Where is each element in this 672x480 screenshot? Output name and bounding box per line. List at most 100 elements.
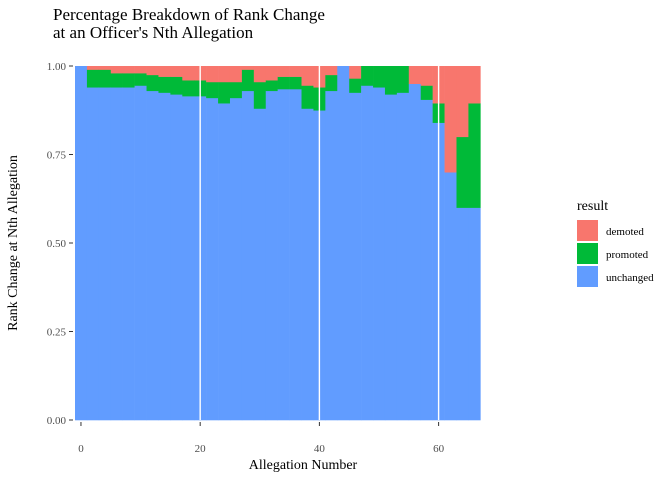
bar-unchanged-29 (420, 99, 433, 421)
bar-unchanged-2 (98, 87, 112, 421)
bar-promoted-29 (420, 85, 433, 100)
legend-title: result (577, 199, 608, 214)
y-tick-label-1: 0.25 (47, 327, 67, 339)
bar-promoted-15 (253, 81, 267, 109)
bar-promoted-11 (206, 81, 219, 99)
x-axis: 0 20 40 60 (78, 422, 445, 455)
bar-unchanged-15 (253, 108, 267, 421)
bar-unchanged-7 (158, 92, 171, 421)
x-tick-label-20: 20 (195, 443, 207, 455)
x-tick-label-0: 0 (78, 443, 84, 455)
y-tick-label-0: 0.00 (47, 415, 67, 427)
bar-promoted-9 (182, 80, 195, 97)
bar-unchanged-8 (170, 94, 183, 421)
bar-unchanged-26 (384, 94, 398, 421)
y-axis-title: Rank Change at Nth Allegation (6, 155, 21, 331)
bar-demoted-31 (444, 66, 457, 173)
bar-unchanged-14 (241, 90, 255, 421)
bar-promoted-32 (456, 136, 469, 208)
chart-title-line-2: at an Officer's Nth Allegation (53, 23, 254, 42)
bar-demoted-29 (420, 66, 433, 86)
bar-demoted-11 (206, 66, 219, 83)
legend-key-promoted (577, 243, 598, 264)
gridlines (199, 66, 440, 420)
bar-unchanged-24 (361, 85, 374, 421)
bar-demoted-2 (98, 66, 112, 70)
bar-promoted-7 (158, 76, 171, 93)
bar-promoted-25 (373, 66, 386, 88)
bar-unchanged-1 (86, 87, 100, 421)
x-tick-label-60: 60 (433, 443, 445, 455)
bar-unchanged-18 (289, 89, 302, 421)
bar-unchanged-19 (301, 108, 314, 421)
bar-promoted-3 (110, 73, 123, 88)
bar-promoted-26 (384, 66, 398, 95)
bar-unchanged-11 (206, 97, 219, 421)
bar-promoted-17 (277, 76, 290, 90)
legend-key-unchanged (577, 266, 598, 287)
bar-promoted-1 (86, 69, 100, 88)
bar-unchanged-33 (468, 207, 481, 421)
bar-promoted-24 (361, 66, 374, 86)
bar-unchanged-6 (146, 90, 159, 421)
bar-unchanged-21 (325, 90, 338, 421)
legend: result demoted promoted unchanged (577, 199, 654, 287)
bar-demoted-13 (229, 66, 243, 83)
bar-promoted-8 (170, 76, 183, 95)
bar-promoted-2 (98, 69, 112, 88)
bar-demoted-1 (86, 66, 100, 70)
bar-unchanged-25 (373, 87, 386, 421)
legend-label-promoted: promoted (606, 249, 649, 261)
bar-unchanged-17 (277, 89, 290, 421)
bar-demoted-9 (182, 66, 195, 81)
legend-label-demoted: demoted (606, 226, 644, 238)
bar-demoted-21 (325, 66, 338, 76)
bar-unchanged-13 (229, 97, 243, 421)
bar-demoted-7 (158, 66, 171, 77)
bar-promoted-21 (325, 74, 338, 92)
bar-promoted-4 (122, 73, 135, 88)
bar-promoted-16 (265, 80, 278, 92)
plot-area (75, 66, 481, 421)
bar-demoted-16 (265, 66, 278, 81)
bar-demoted-5 (134, 66, 147, 74)
bar-demoted-28 (408, 66, 422, 84)
y-tick-label-4: 1.00 (47, 61, 67, 73)
bar-promoted-23 (349, 78, 362, 93)
bar-promoted-33 (468, 103, 481, 208)
legend-label-unchanged: unchanged (606, 272, 654, 284)
bar-demoted-18 (289, 66, 302, 77)
y-axis: 0.00 0.25 0.50 0.75 1.00 (47, 61, 73, 427)
bar-demoted-14 (241, 66, 255, 70)
legend-key-demoted (577, 220, 598, 241)
y-tick-label-2: 0.50 (47, 238, 67, 250)
bar-demoted-19 (301, 66, 314, 86)
bar-unchanged-22 (337, 66, 350, 421)
bar-unchanged-16 (265, 90, 278, 421)
chart-title: Percentage Breakdown of Rank Change at a… (53, 5, 329, 42)
bar-unchanged-5 (134, 85, 147, 421)
bar-demoted-12 (218, 66, 231, 83)
bar-demoted-3 (110, 66, 123, 74)
bar-promoted-5 (134, 73, 147, 86)
bar-unchanged-32 (456, 207, 469, 421)
bar-promoted-12 (218, 81, 231, 104)
bar-demoted-23 (349, 66, 362, 79)
bar-unchanged-3 (110, 87, 123, 421)
bar-promoted-13 (229, 81, 243, 99)
bar-unchanged-23 (349, 92, 362, 421)
chart-title-line-1: Percentage Breakdown of Rank Change (53, 5, 325, 24)
bar-unchanged-28 (408, 83, 422, 421)
bar-unchanged-31 (444, 172, 457, 421)
bar-demoted-33 (468, 66, 481, 104)
bar-unchanged-0 (75, 66, 88, 421)
bar-unchanged-27 (396, 92, 410, 421)
bar-demoted-4 (122, 66, 135, 74)
x-tick-label-40: 40 (314, 443, 326, 455)
bar-unchanged-9 (182, 96, 195, 421)
y-tick-label-3: 0.75 (47, 150, 67, 162)
bar-demoted-32 (456, 66, 469, 138)
bar-promoted-27 (396, 66, 410, 93)
bar-promoted-14 (241, 69, 255, 92)
